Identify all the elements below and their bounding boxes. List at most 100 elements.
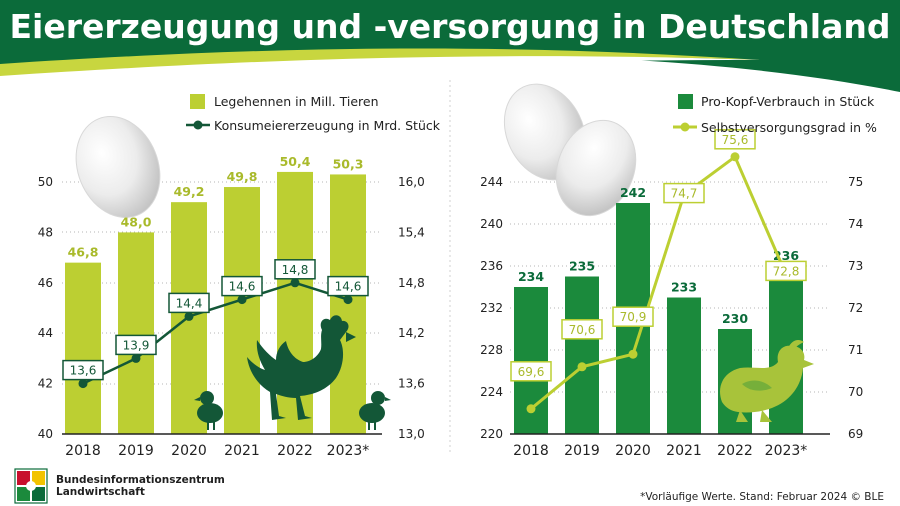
svg-text:13,9: 13,9 [123,338,150,352]
right-y-axis-left: 220 224 228 232 236 240 244 [480,175,503,441]
left-xtick-5: 2023* [327,443,370,459]
svg-text:72,8: 72,8 [773,264,800,278]
left-xtick-2: 2020 [171,443,207,459]
left-line-series [82,281,349,385]
right-line-label-4: 75,6 [714,129,756,150]
right-line-label-2: 70,9 [612,306,654,327]
right-line-label-0: 69,6 [510,361,552,382]
legend-swatch-bar-left [190,94,205,109]
right-ytick-l-5: 240 [480,217,503,231]
right-line-label-5: 72,8 [765,260,807,282]
right-line-series [530,154,788,410]
right-ytick-l-3: 232 [480,301,503,315]
left-ytick-r-2: 14,2 [398,326,425,340]
left-xtick-0: 2018 [65,443,101,459]
right-line-point-2 [628,349,638,359]
left-ytick-l-2: 44 [38,326,53,340]
footer-note: *Vorläufige Werte. Stand: Februar 2024 ©… [640,491,884,503]
left-ytick-l-5: 50 [38,175,53,189]
left-xtick-1: 2019 [118,443,154,459]
right-xtick-0: 2018 [513,443,549,459]
left-xtick-3: 2021 [224,443,260,459]
right-legend: Pro-Kopf-Verbrauch in Stück Selbstversor… [673,94,877,135]
left-line-point-4 [290,278,300,288]
right-bar-label-2: 242 [620,185,646,200]
svg-text:70,6: 70,6 [569,323,596,337]
header-swoosh-lime [0,48,760,78]
right-line-point-4 [730,152,740,162]
left-ytick-l-0: 40 [38,427,53,441]
left-bar-1 [118,232,154,434]
rooster-icon [247,315,356,420]
right-line-point-0 [526,404,536,414]
left-bars [65,171,366,435]
right-ytick-r-1: 70 [848,385,863,399]
right-xtick-3: 2021 [666,443,702,459]
right-ytick-r-4: 73 [848,259,863,273]
right-ytick-r-6: 75 [848,175,863,189]
left-xtick-4: 2022 [277,443,313,459]
left-bar-label-2: 49,2 [174,184,205,199]
right-xtick-5: 2023* [765,443,808,459]
publisher-line2: Landwirtschaft [56,486,145,498]
right-bar-label-0: 234 [518,269,544,284]
right-ytick-r-0: 69 [848,427,863,441]
left-ytick-r-4: 15,4 [398,225,425,239]
right-ytick-r-3: 72 [848,301,863,315]
publisher-block: Bundesinformationszentrum Landwirtschaft [14,468,225,504]
legend-label-bar-right: Pro-Kopf-Verbrauch in Stück [701,94,875,109]
ble-logo-icon [14,468,48,504]
right-ytick-l-4: 236 [480,259,503,273]
left-y-axis-right: 13,0 13,6 14,2 14,8 15,4 16,0 [398,175,425,441]
left-line-point-2 [184,311,194,321]
svg-text:74,7: 74,7 [671,187,698,201]
left-ytick-r-0: 13,0 [398,427,425,441]
left-ytick-r-3: 14,8 [398,276,425,290]
left-line-point-3 [237,295,247,305]
right-ytick-l-6: 244 [480,175,503,189]
header-swoosh-white [0,56,760,88]
right-bar-label-1: 235 [569,259,595,274]
right-ytick-l-0: 220 [480,427,503,441]
left-line-label-2: 14,4 [168,292,210,314]
svg-text:14,8: 14,8 [282,263,309,277]
right-line-labels: 69,6 70,6 70,9 74,7 75,6 72,8 [510,129,807,382]
right-ytick-l-2: 228 [480,343,503,357]
left-line-label-0: 13,6 [62,359,104,381]
left-bar-5 [330,174,366,434]
left-line-point-1 [131,353,141,363]
left-ytick-l-4: 48 [38,225,53,239]
svg-text:14,6: 14,6 [229,280,256,294]
svg-text:69,6: 69,6 [518,365,545,379]
right-bar-1 [565,276,599,434]
right-ytick-r-5: 74 [848,217,863,231]
left-bar-3 [224,187,260,434]
right-line-label-3: 74,7 [663,182,705,204]
left-y-axis-left: 40 42 44 46 48 50 [38,175,53,441]
right-bar-labels: 234 235 242 233 230 236 [518,185,799,326]
page-title: Eiererzeugung und -versorgung in Deutsch… [10,7,891,46]
svg-text:14,4: 14,4 [176,296,203,310]
right-ytick-l-1: 224 [480,385,503,399]
left-bar-label-5: 50,3 [333,156,364,171]
left-line-point-5 [343,295,353,305]
header-band [0,0,900,92]
left-line-label-5: 14,6 [327,275,369,297]
left-bar-label-0: 46,8 [68,245,99,260]
left-ytick-l-1: 42 [38,377,53,391]
right-xtick-1: 2019 [564,443,600,459]
left-bar-labels: 46,8 48,0 49,2 49,8 50,4 50,3 [68,154,364,260]
left-ytick-r-1: 13,6 [398,377,425,391]
right-bar-3 [667,297,701,434]
legend-swatch-bar-right [678,94,693,109]
svg-text:14,6: 14,6 [335,280,362,294]
left-x-axis: 2018 2019 2020 2021 2022 2023* [65,443,369,459]
legend-marker-left [193,120,203,130]
left-line-label-3: 14,6 [221,275,263,297]
chicken-icon [720,340,814,422]
eggs-icon [503,83,637,217]
legend-label-bar-left: Legehennen in Mill. Tieren [214,94,379,109]
svg-text:70,9: 70,9 [620,310,647,324]
right-y-axis-right: 69 70 71 72 73 74 75 [848,175,863,441]
right-xtick-2: 2020 [615,443,651,459]
